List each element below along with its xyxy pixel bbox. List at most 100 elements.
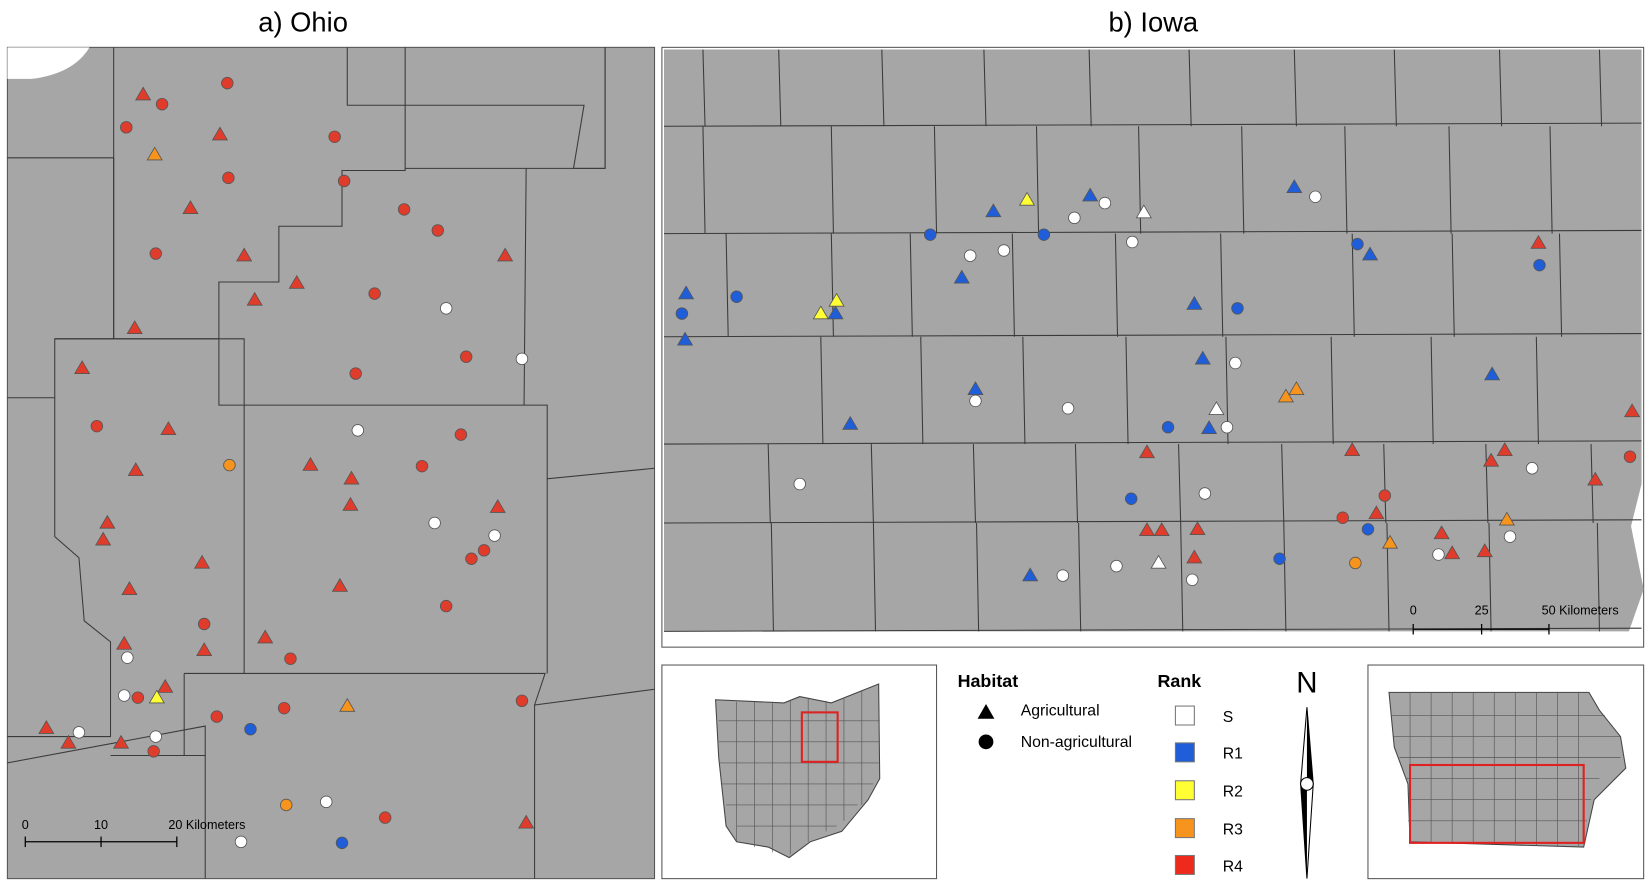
county-line	[972, 444, 976, 523]
site-marker	[1288, 381, 1305, 396]
site-marker	[331, 577, 349, 592]
site-marker	[302, 456, 319, 471]
site-marker	[454, 428, 468, 441]
site-marker	[337, 174, 351, 188]
site-marker	[676, 331, 694, 346]
site-marker	[488, 529, 501, 542]
site-marker	[149, 730, 162, 743]
site-marker	[1194, 350, 1211, 365]
site-marker	[157, 678, 174, 693]
county-line	[920, 336, 924, 445]
site-marker	[320, 795, 333, 809]
north-arrow: N	[1296, 666, 1318, 879]
site-marker	[1220, 421, 1234, 434]
county-line	[1330, 336, 1334, 445]
county-line	[664, 122, 1642, 127]
site-marker	[953, 269, 970, 284]
site-marker	[497, 247, 514, 262]
legend-swatch	[1174, 854, 1195, 875]
county-line	[1281, 444, 1285, 523]
county-line	[1114, 233, 1119, 337]
legend-item: Agricultural	[1021, 703, 1100, 720]
site-marker	[515, 694, 529, 708]
county-line	[1178, 444, 1182, 523]
site-marker	[1309, 190, 1322, 203]
county-line	[1088, 49, 1092, 127]
site-marker	[1444, 545, 1461, 560]
site-marker	[1361, 523, 1375, 536]
site-marker	[730, 290, 743, 303]
site-marker	[1482, 452, 1500, 467]
county-line	[1393, 49, 1397, 127]
site-marker	[793, 477, 806, 491]
site-marker	[1361, 246, 1379, 261]
site-marker	[1037, 228, 1051, 241]
site-marker	[924, 228, 937, 241]
site-marker	[1533, 258, 1546, 272]
county-line	[1535, 336, 1539, 445]
legend-swatch	[1174, 818, 1195, 839]
county-line	[1293, 49, 1297, 127]
site-marker	[72, 726, 86, 739]
county-line	[1241, 126, 1245, 234]
site-marker	[1082, 187, 1099, 202]
site-marker	[117, 689, 131, 702]
county-line	[702, 126, 706, 234]
site-marker	[236, 247, 253, 262]
site-marker	[1022, 567, 1039, 582]
county-line	[1011, 233, 1015, 337]
county-line	[1549, 126, 1553, 234]
site-marker	[60, 734, 77, 749]
site-marker	[678, 285, 695, 300]
site-marker	[1378, 489, 1392, 502]
legend-symbol	[977, 703, 995, 719]
site-marker	[1161, 421, 1175, 434]
iowa-scale-bar	[1412, 623, 1550, 635]
county-line	[1596, 522, 1600, 632]
site-marker	[38, 719, 55, 734]
county-line	[702, 49, 706, 127]
lake	[7, 47, 90, 79]
site-marker	[828, 292, 845, 307]
site-marker	[328, 130, 341, 144]
site-marker	[1476, 543, 1493, 558]
site-marker	[1587, 471, 1604, 486]
site-marker	[234, 835, 248, 849]
site-marker	[221, 76, 234, 90]
site-marker	[1525, 462, 1539, 475]
site-marker	[1496, 442, 1513, 457]
site-marker	[284, 652, 297, 665]
site-markers	[38, 76, 1641, 850]
site-marker	[95, 531, 112, 546]
county-line	[1283, 522, 1287, 632]
iowa-inset-grid	[1391, 692, 1621, 847]
arrow-half	[1300, 783, 1307, 879]
site-marker	[985, 203, 1002, 218]
iowa-land	[664, 49, 1644, 632]
site-marker	[1623, 450, 1637, 463]
site-marker	[1349, 556, 1362, 570]
site-marker	[120, 121, 133, 134]
ohio-map-frame	[6, 46, 656, 880]
county-line	[1180, 522, 1184, 632]
site-marker	[1351, 237, 1364, 251]
site-marker	[288, 274, 305, 289]
site-marker	[1135, 204, 1152, 219]
county-line	[983, 49, 987, 127]
site-marker	[1186, 549, 1203, 564]
site-marker	[1498, 511, 1515, 526]
site-marker	[147, 745, 160, 758]
site-marker	[149, 247, 162, 260]
county-line	[664, 519, 1642, 524]
site-marker	[428, 516, 441, 530]
legend-item: R1	[1223, 746, 1243, 763]
site-marker	[349, 367, 362, 380]
site-marker	[812, 305, 829, 320]
county-line	[1488, 522, 1492, 632]
site-marker	[489, 498, 506, 513]
county-line	[1078, 522, 1082, 632]
panel-title: a) Ohio	[258, 7, 348, 38]
site-marker	[1198, 487, 1212, 500]
county-line	[881, 49, 885, 127]
